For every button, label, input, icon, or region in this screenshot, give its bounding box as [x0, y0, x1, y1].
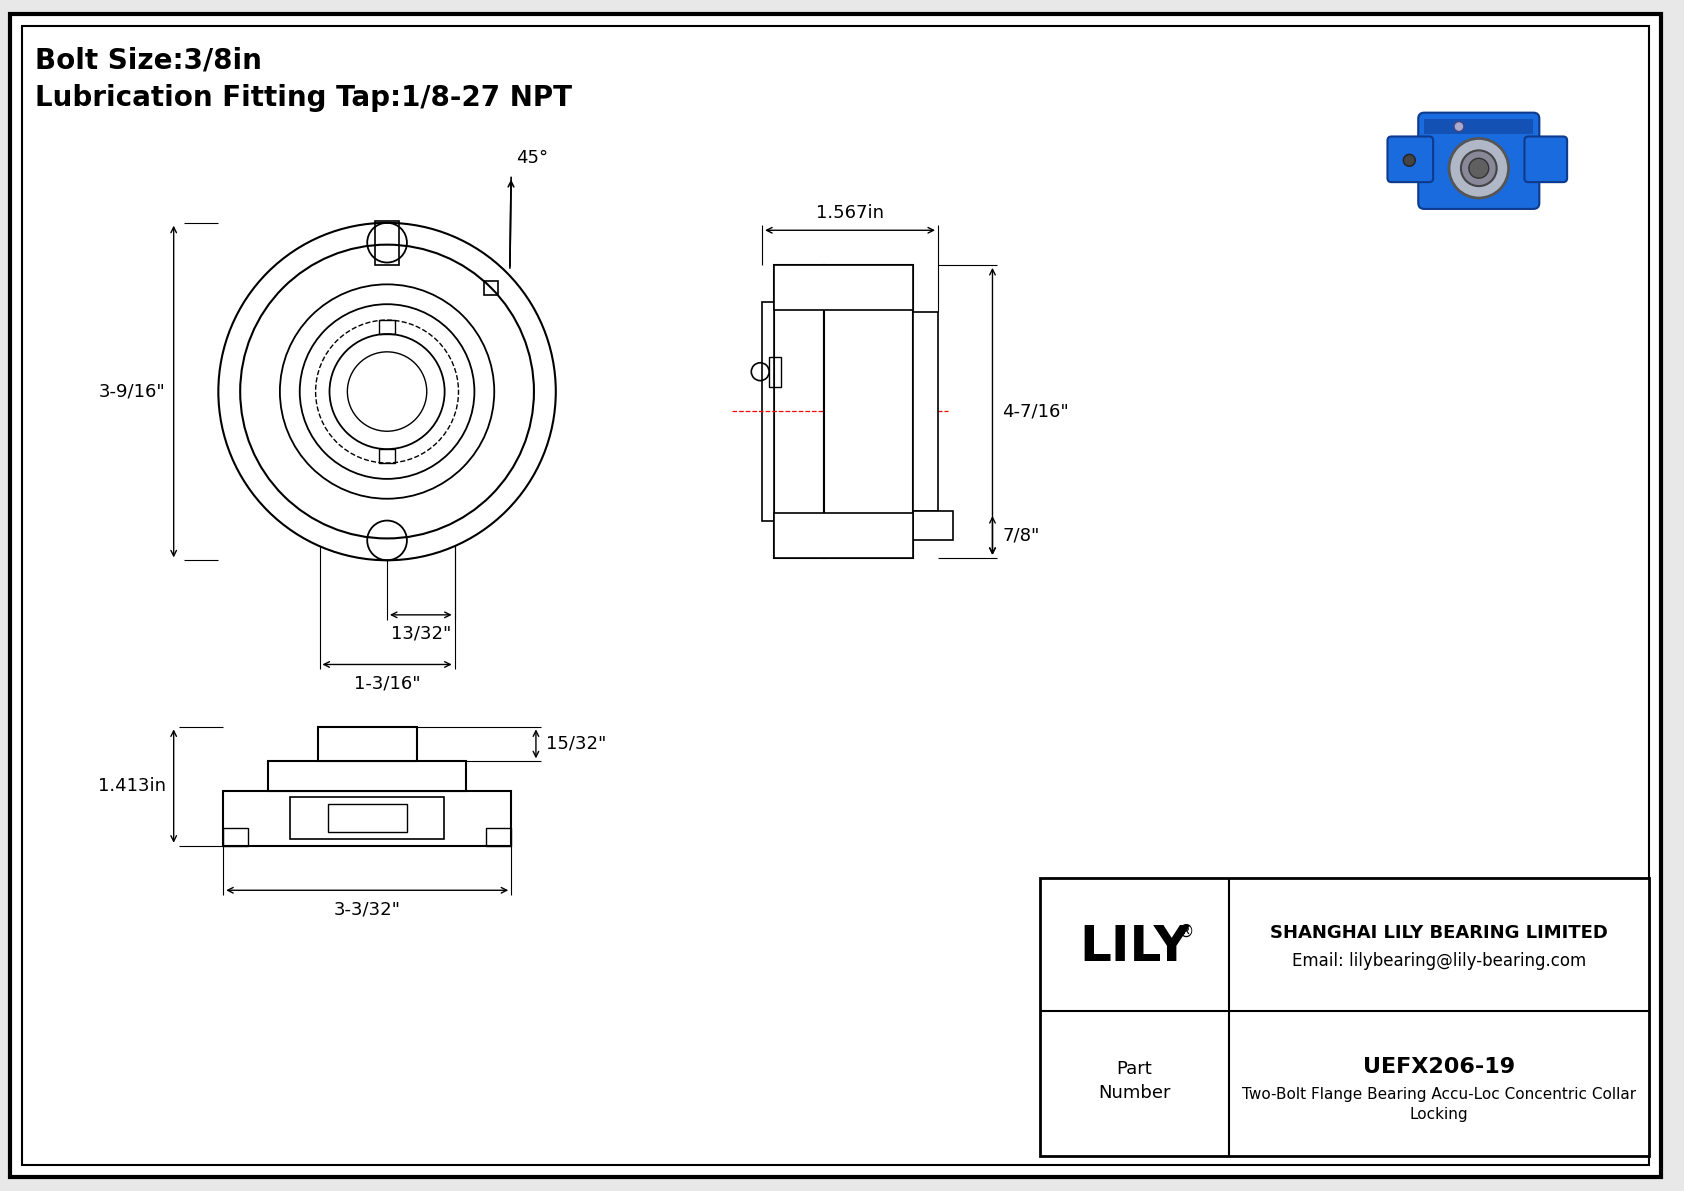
FancyBboxPatch shape: [1418, 113, 1539, 208]
Bar: [763, 303, 775, 520]
Bar: [775, 513, 913, 557]
Bar: [318, 727, 418, 761]
Text: 1.413in: 1.413in: [98, 777, 165, 796]
Bar: [775, 266, 913, 310]
FancyBboxPatch shape: [1388, 137, 1433, 182]
Bar: [1041, 878, 1650, 1155]
Text: 7/8": 7/8": [1002, 526, 1039, 544]
Circle shape: [1453, 121, 1463, 131]
Bar: [379, 320, 396, 333]
Text: 15/32": 15/32": [546, 735, 606, 753]
Bar: [775, 266, 823, 557]
Circle shape: [1448, 138, 1509, 198]
Bar: [487, 828, 512, 846]
Text: LILY: LILY: [1079, 923, 1191, 972]
Text: 13/32": 13/32": [391, 625, 451, 643]
Text: Two-Bolt Flange Bearing Accu-Loc Concentric Collar: Two-Bolt Flange Bearing Accu-Loc Concent…: [1243, 1087, 1637, 1102]
Bar: [224, 791, 512, 846]
Text: ®: ®: [1177, 923, 1194, 941]
Bar: [268, 761, 466, 791]
Bar: [327, 804, 408, 833]
Bar: [1425, 119, 1534, 133]
Bar: [376, 220, 399, 264]
Bar: [379, 449, 396, 463]
Text: Email: lilybearing@lily-bearing.com: Email: lilybearing@lily-bearing.com: [1292, 953, 1586, 971]
Bar: [224, 828, 248, 846]
Text: Lubrication Fitting Tap:1/8-27 NPT: Lubrication Fitting Tap:1/8-27 NPT: [35, 83, 573, 112]
Text: Part: Part: [1116, 1060, 1152, 1078]
Text: 1.567in: 1.567in: [817, 205, 884, 223]
Bar: [913, 312, 938, 511]
Bar: [483, 281, 498, 294]
Circle shape: [1468, 158, 1489, 179]
Circle shape: [1403, 155, 1415, 167]
Bar: [913, 511, 953, 541]
Text: Number: Number: [1098, 1084, 1170, 1102]
Text: 45°: 45°: [515, 149, 549, 167]
Text: UEFX206-19: UEFX206-19: [1362, 1056, 1516, 1077]
Bar: [770, 357, 781, 387]
Circle shape: [1462, 150, 1497, 186]
Text: 4-7/16": 4-7/16": [1002, 403, 1069, 420]
Text: Bolt Size:3/8in: Bolt Size:3/8in: [35, 46, 261, 74]
FancyBboxPatch shape: [1524, 137, 1568, 182]
Text: SHANGHAI LILY BEARING LIMITED: SHANGHAI LILY BEARING LIMITED: [1270, 924, 1608, 942]
Bar: [290, 798, 445, 840]
Text: 1-3/16": 1-3/16": [354, 674, 421, 692]
Text: Locking: Locking: [1410, 1106, 1468, 1122]
Bar: [823, 266, 913, 557]
Text: 3-9/16": 3-9/16": [99, 382, 165, 400]
Text: 3-3/32": 3-3/32": [333, 900, 401, 918]
Circle shape: [219, 223, 556, 560]
